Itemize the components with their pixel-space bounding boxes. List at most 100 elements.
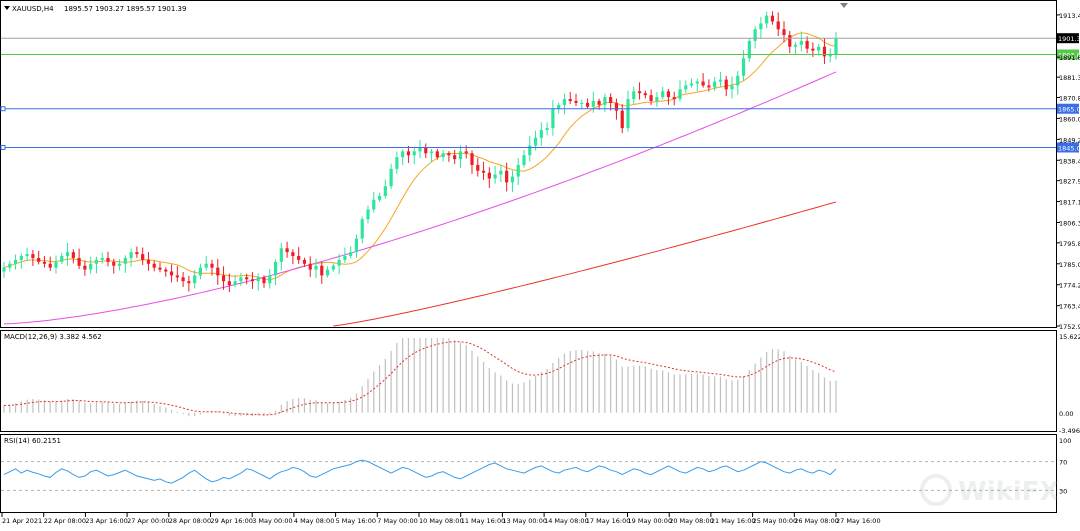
candle-body <box>487 172 491 179</box>
candle-body <box>193 275 197 284</box>
candle-body <box>557 104 561 109</box>
candle-body <box>233 281 237 286</box>
price-tick-label: 1752.90 <box>1059 323 1080 331</box>
candle-body <box>129 252 133 258</box>
green-level-line-label-box <box>1057 49 1079 60</box>
candle-body <box>146 259 151 264</box>
candle-body <box>545 128 549 131</box>
candle-body <box>632 91 636 100</box>
candle-body <box>418 147 422 152</box>
candle-body <box>528 145 532 156</box>
candle-body <box>325 269 330 276</box>
candle-body <box>372 199 376 210</box>
candle-body <box>152 263 156 268</box>
candle-body <box>649 95 653 101</box>
candle-body <box>574 100 578 103</box>
candle-body <box>533 137 538 146</box>
candle-body <box>337 259 341 266</box>
candle-body <box>135 252 139 255</box>
candle-body <box>331 265 335 270</box>
candle-body <box>626 99 630 129</box>
candle-body <box>684 85 688 90</box>
candle-body <box>805 40 809 49</box>
watermark: WikiFX <box>920 474 1060 507</box>
candle-body <box>117 263 122 266</box>
candle-body <box>279 248 283 262</box>
rsi-indicator: 100 70 30 <box>1 437 1071 495</box>
candle-body <box>672 97 676 100</box>
candle-body <box>8 263 12 268</box>
candle-body <box>701 81 705 86</box>
candle-body <box>89 263 93 270</box>
candle-body <box>285 248 289 253</box>
time-tick-label: 17 May 16:00 <box>586 517 631 525</box>
candle-body <box>216 267 220 276</box>
watermark-logo-icon <box>920 474 952 506</box>
candle-body <box>539 130 543 138</box>
candle-body <box>603 97 607 105</box>
candle-body <box>643 93 647 96</box>
candle-body <box>788 35 792 47</box>
time-tick-label: 13 May 00:00 <box>502 517 547 525</box>
candle-body <box>401 151 405 158</box>
price-tick-label: 1913.40 <box>1059 12 1080 20</box>
candle-body <box>493 174 497 179</box>
candle-body <box>37 257 41 262</box>
candle-body <box>308 263 312 270</box>
candle-body <box>273 261 278 276</box>
current-price-line-label: 1901.39 <box>1058 35 1080 43</box>
macd-tick-label: 15.622 <box>1059 333 1080 341</box>
candle-body <box>724 79 728 90</box>
price-tick-label: 1785.00 <box>1059 261 1080 269</box>
candle-body <box>678 89 682 100</box>
candle-body <box>250 279 255 282</box>
candle-body <box>48 263 52 268</box>
candle-body <box>689 83 694 86</box>
symbol-label: XAUUSD,H4 <box>12 5 54 13</box>
candle-body <box>429 151 434 154</box>
candle-body <box>435 151 439 158</box>
candle-body <box>175 275 179 278</box>
candle-body <box>476 164 480 171</box>
blue-level-line-1865-label-box <box>1057 103 1079 114</box>
candle-body <box>360 219 364 239</box>
candle-body <box>609 97 613 103</box>
candle-body <box>776 21 780 30</box>
candle-body <box>13 259 18 264</box>
candle-body <box>42 261 47 264</box>
rsi-panel-frame <box>0 434 1057 513</box>
time-tick-label: 29 Apr 16:00 <box>211 517 253 525</box>
horizontal-levels[interactable]: 1901.39 1893.00 1865.00 1845.00 <box>0 33 1080 153</box>
candle-body <box>499 170 503 175</box>
level-anchor-handle[interactable] <box>0 106 6 112</box>
candle-body <box>707 85 711 88</box>
candle-body <box>25 254 29 257</box>
candle-body <box>661 91 665 98</box>
rsi-tick-label: 30 <box>1059 487 1067 495</box>
ohlc-readout: 1895.57 1903.27 1895.57 1901.39 <box>64 5 186 13</box>
candle-body <box>753 29 757 41</box>
candlesticks <box>2 11 838 293</box>
chart-shift-marker-icon[interactable] <box>840 3 848 8</box>
time-tick-label: 19 May 00:00 <box>628 517 673 525</box>
candle-body <box>60 256 64 262</box>
price-tick-label: 1870.80 <box>1059 94 1080 102</box>
candle-body <box>83 265 87 270</box>
candle-body <box>65 252 70 257</box>
candle-body <box>505 170 509 183</box>
candle-body <box>620 110 624 129</box>
price-tick-label: 1774.20 <box>1059 282 1080 290</box>
candle-body <box>366 209 370 220</box>
candle-body <box>320 265 324 276</box>
candle-body <box>210 263 214 268</box>
candle-body <box>759 23 763 30</box>
candle-body <box>770 15 775 22</box>
candle-body <box>799 40 803 45</box>
dropdown-triangle-icon[interactable] <box>4 6 10 10</box>
macd-tick-label: -3.496 <box>1059 427 1080 435</box>
blue-level-line-1845-label: 1845.00 <box>1058 144 1080 152</box>
candle-body <box>447 153 451 156</box>
level-anchor-handle[interactable] <box>0 144 6 150</box>
